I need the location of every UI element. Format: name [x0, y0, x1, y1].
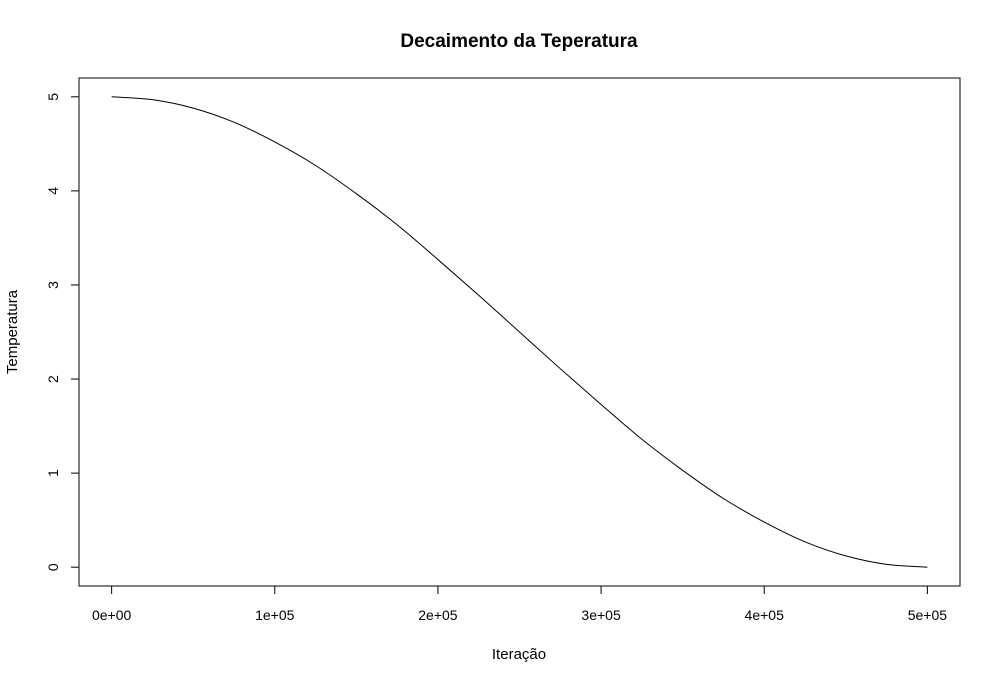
series-layer [111, 96, 928, 568]
x-tick-label: 2e+05 [418, 607, 458, 623]
y-tick-label: 0 [45, 563, 61, 571]
x-axis: 0e+00 1e+05 2e+05 3e+05 4e+05 5e+05 [92, 585, 948, 623]
y-tick-label: 2 [45, 375, 61, 383]
x-tick-label: 4e+05 [745, 607, 785, 623]
chart-title: Decaimento da Teperatura [400, 31, 638, 52]
y-axis: 0 1 2 3 4 5 [45, 93, 80, 571]
y-tick-label: 3 [45, 281, 61, 289]
y-tick-label: 4 [45, 187, 61, 195]
y-tick-label: 5 [45, 93, 61, 101]
x-tick-label: 1e+05 [255, 607, 295, 623]
x-tick-label: 0e+00 [92, 607, 132, 623]
y-tick-label: 1 [45, 469, 61, 477]
x-axis-label: Iteração [492, 646, 546, 663]
y-axis-label: Temperatura [4, 289, 21, 374]
x-tick-label: 3e+05 [581, 607, 621, 623]
x-tick-label: 5e+05 [908, 607, 948, 623]
temperature-line [111, 96, 928, 568]
